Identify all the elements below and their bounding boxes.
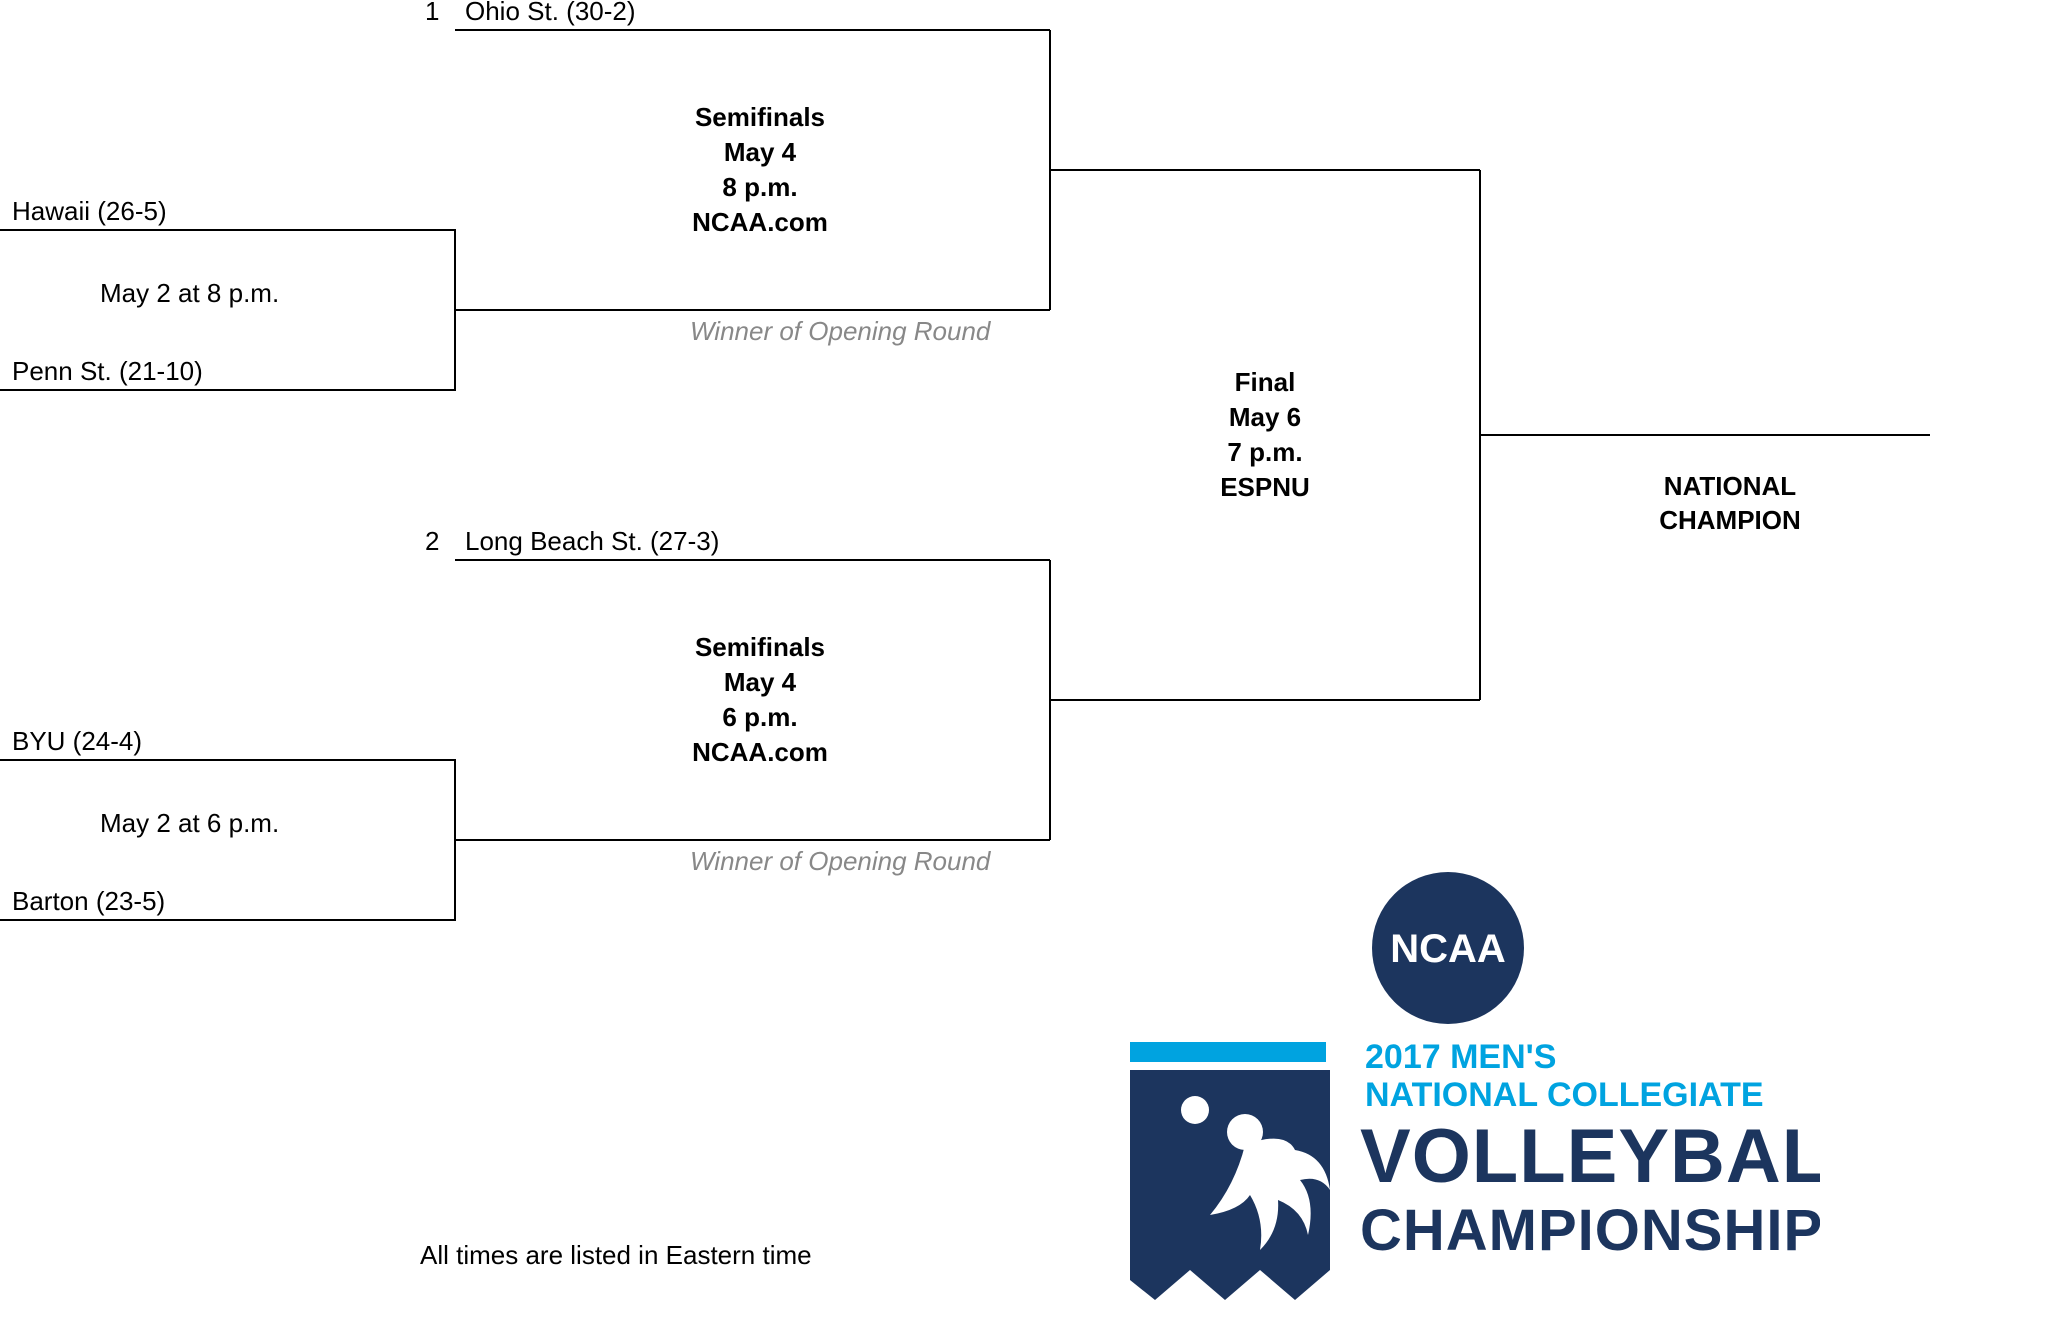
- semi1-l1: Semifinals: [620, 100, 900, 135]
- semi1-l2: May 4: [620, 135, 900, 170]
- team-byu: BYU (24-4): [12, 726, 142, 757]
- seed-2: 2: [425, 526, 439, 557]
- champ-l2: CHAMPION: [1600, 504, 1860, 538]
- semi1-bottom-note: Winner of Opening Round: [690, 316, 990, 347]
- logo-main: VOLLEYBALL: [1360, 1114, 1820, 1199]
- semi2-l4: NCAA.com: [620, 735, 900, 770]
- semi2-l2: May 4: [620, 665, 900, 700]
- seed-1: 1: [425, 0, 439, 27]
- team-hawaii: Hawaii (26-5): [12, 196, 167, 227]
- logo-year: 2017 MEN'S: [1365, 1038, 1556, 1076]
- semi2-bottom-note: Winner of Opening Round: [690, 846, 990, 877]
- logo-sub: NATIONAL COLLEGIATE: [1365, 1076, 1764, 1114]
- logo-main2: CHAMPIONSHIP: [1360, 1198, 1820, 1263]
- semi1-l3: 8 p.m.: [620, 170, 900, 205]
- r1g1-time: May 2 at 8 p.m.: [100, 278, 279, 309]
- semi2-l3: 6 p.m.: [620, 700, 900, 735]
- team-pennst: Penn St. (21-10): [12, 356, 203, 387]
- final-l1: Final: [1150, 365, 1380, 400]
- footer-note: All times are listed in Eastern time: [420, 1240, 812, 1271]
- semi2-l1: Semifinals: [620, 630, 900, 665]
- final-l3: 7 p.m.: [1150, 435, 1380, 470]
- final-box: Final May 6 7 p.m. ESPNU: [1150, 365, 1380, 505]
- r1g2-time: May 2 at 6 p.m.: [100, 808, 279, 839]
- semi1-l4: NCAA.com: [620, 205, 900, 240]
- semi1-box: Semifinals May 4 8 p.m. NCAA.com: [620, 100, 900, 240]
- final-l2: May 6: [1150, 400, 1380, 435]
- semi2-box: Semifinals May 4 6 p.m. NCAA.com: [620, 630, 900, 770]
- champ-l1: NATIONAL: [1600, 470, 1860, 504]
- champion-label: NATIONAL CHAMPION: [1600, 470, 1860, 538]
- ncaa-badge-text: NCAA: [1390, 927, 1506, 971]
- final-l4: ESPNU: [1150, 470, 1380, 505]
- team-ohiost: Ohio St. (30-2): [465, 0, 636, 27]
- bracket-diagram: Hawaii (26-5) Penn St. (21-10) May 2 at …: [0, 0, 2048, 1339]
- team-barton: Barton (23-5): [12, 886, 165, 917]
- ncaa-logo: NCAA 2017 MEN'S NATIONAL COLLEGIATE VOLL…: [1100, 870, 1820, 1330]
- team-lbsu: Long Beach St. (27-3): [465, 526, 719, 557]
